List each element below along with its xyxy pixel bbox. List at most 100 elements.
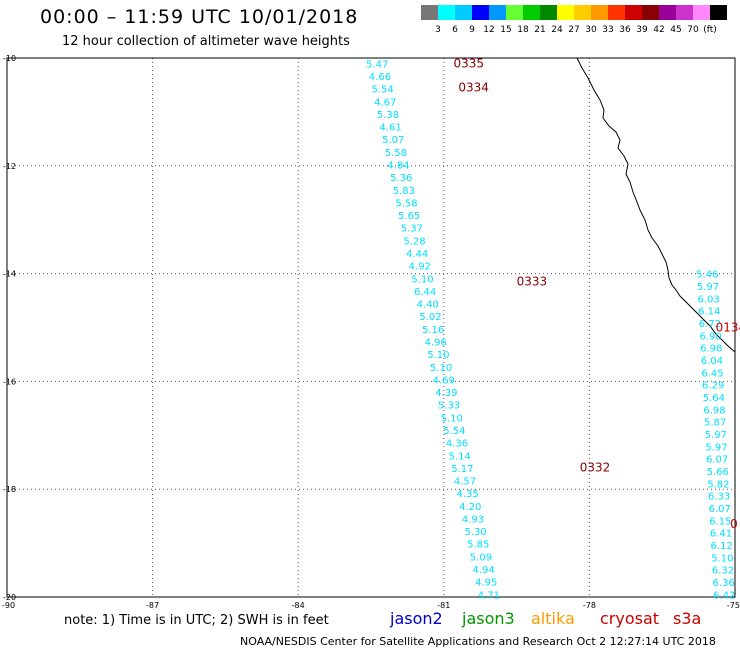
swh-value: 4.20 [459,502,481,513]
colorbar-swatch [642,5,659,20]
swh-value: 4.39 [435,388,457,399]
lat-label: -10 [3,54,16,63]
swh-value: 5.82 [707,479,729,490]
colorbar-label: 30 [585,25,597,35]
colorbar-label: 70 [687,25,699,35]
colorbar-label: 12 [483,25,494,35]
swh-value: 5.10 [427,350,449,361]
lon-label: -78 [583,601,596,610]
colorbar-swatch [438,5,455,20]
swh-value: 5.66 [707,467,729,478]
altimeter-map: -10 -12 -14 -16 -18 -20-90 -87 -84 -81 -78 -75 5.47… [2,54,740,610]
lat-label: -12 [3,162,16,171]
pass-time-label: 0334 [458,81,489,95]
pass-time-label: 0333 [517,275,548,289]
swh-value: 6.98 [703,405,725,416]
coastline [576,57,736,353]
swh-value: 6.12 [711,541,733,552]
colorbar-swatch [421,5,438,20]
swh-value: 5.64 [703,393,725,404]
swh-value: 4.66 [369,72,391,83]
swh-value: 5.58 [395,198,417,209]
lat-label: -18 [3,485,16,494]
swh-value: 4.94 [472,565,494,576]
colorbar-swatch [455,5,472,20]
lon-label: -87 [146,601,159,610]
colorbar-swatch [472,5,489,20]
map-title: 00:00 – 11:59 UTC 10/01/2018 [40,6,359,28]
colorbar-label: 36 [619,25,631,35]
swh-value: 4.96 [425,337,447,348]
colorbar-swatch [659,5,676,20]
colorbar-label: 39 [636,25,648,35]
swh-value: 5.17 [451,464,473,475]
swh-value: 6.04 [701,356,723,367]
swh-value: 4.93 [462,514,484,525]
colorbar-label: 42 [653,25,664,35]
swh-value: 6.14 [698,307,720,318]
swh-value: 5.54 [371,85,393,96]
swh-value: 6.07 [709,504,731,515]
swh-value: 5.54 [443,426,465,437]
swh-value: 6.07 [706,455,728,466]
swh-value: 4.57 [454,477,476,488]
colorbar-swatch [557,5,574,20]
pass-time-label: 0332 [580,461,611,475]
swh-value: 5.87 [704,418,726,429]
colorbar-label: (ft) [703,25,717,35]
colorbar-swatch [523,5,540,20]
colorbar-swatch [574,5,591,20]
swh-value: 5.65 [398,211,420,222]
colorbar-label: 21 [534,25,545,35]
swh-value: 6.41 [710,529,732,540]
colorbar-label: 33 [602,25,613,35]
colorbar-label: 6 [452,25,458,35]
swh-value: 6.33 [708,492,730,503]
colorbar-label: 15 [500,25,511,35]
swh-value: 5.97 [697,282,719,293]
colorbar-swatch [489,5,506,20]
swh-value: 4.44 [406,249,428,260]
colorbar-label: 45 [670,25,681,35]
legend-s3a: s3a [673,609,702,628]
swh-value: 5.09 [470,552,492,563]
swh-value: 5.37 [401,224,423,235]
swh-value: 4.84 [387,161,409,172]
swh-value: 6.29 [702,381,724,392]
wave-height-colorbar: 3 6 9 12 15 18 21 24 27 30 33 36 39 42 45 70 (ft) [421,5,727,35]
colorbar-label: 24 [551,25,563,35]
swh-value: 4.92 [409,262,431,273]
swh-value: 5.30 [464,527,486,538]
colorbar-label: 27 [568,25,579,35]
swh-value: 5.07 [382,135,404,146]
swh-value: 4.35 [457,489,479,500]
swh-value: 4.67 [374,97,396,108]
swh-value: 4.61 [379,123,401,134]
swh-value: 6.36 [713,578,735,589]
swh-value: 6.42 [713,590,735,601]
colorbar-swatch [676,5,693,20]
pass-time-label: 0 [730,517,738,531]
map-subtitle: 12 hour collection of altimeter wave hei… [62,34,350,49]
pass-time-label: 0134 [716,321,740,335]
swh-value: 4.95 [475,578,497,589]
swh-value: 4.36 [446,439,468,450]
legend-altika: altika [531,609,575,628]
pass-time-label: 0335 [454,56,485,70]
colorbar-label: 18 [517,25,529,35]
legend-cryosat: cryosat [600,609,660,628]
units-note: note: 1) Time is in UTC; 2) SWH is in fe… [64,613,329,628]
swh-value: 5.10 [411,274,433,285]
lon-label: -75 [727,601,740,610]
lon-label: -81 [437,601,450,610]
colorbar-swatch [693,5,710,20]
swh-value: 6.72 [699,319,721,330]
lon-label: -84 [292,601,305,610]
swh-value: 6.90 [699,331,721,342]
swh-value: 6.45 [701,368,723,379]
swh-value: 5.28 [403,236,425,247]
swh-value: 6.03 [697,294,719,305]
swh-value: 6.98 [700,344,722,355]
map-frame [6,57,736,598]
legend-jason3: jason3 [462,609,515,628]
